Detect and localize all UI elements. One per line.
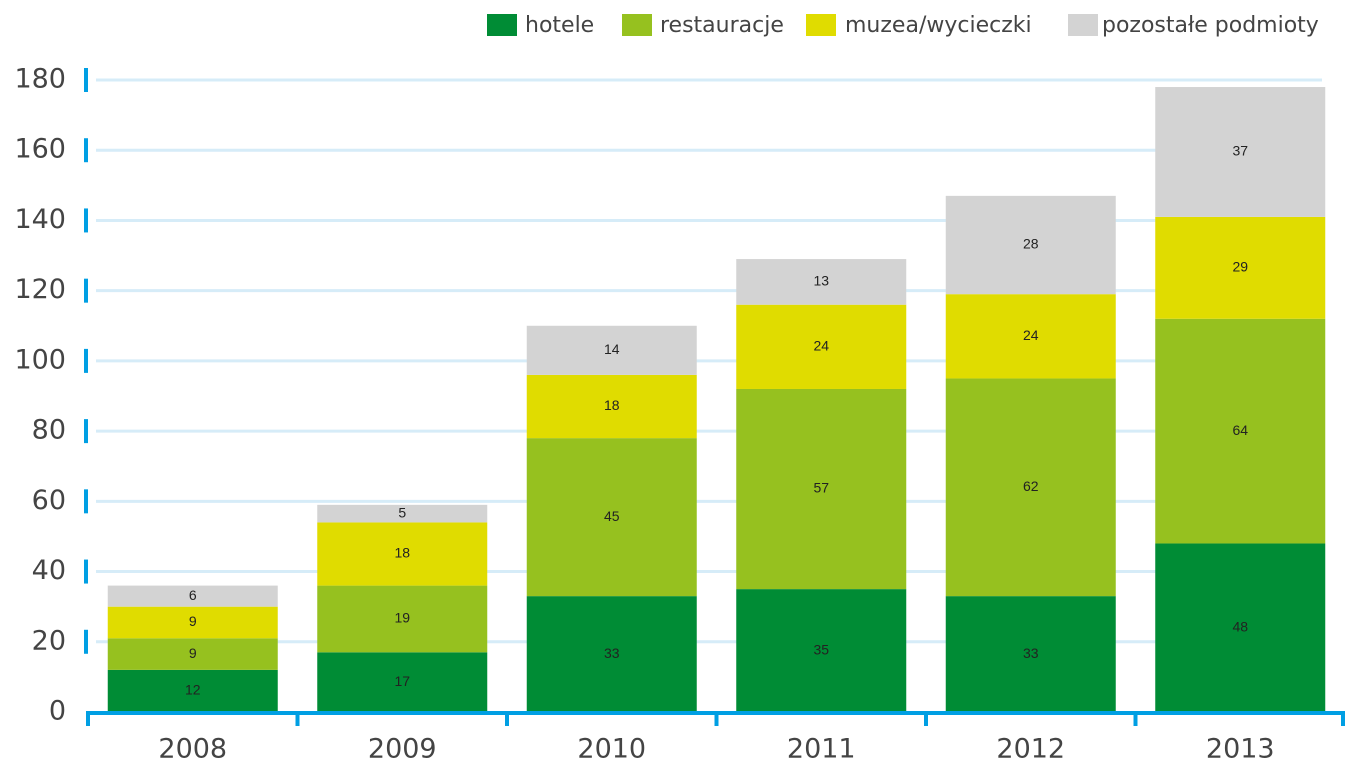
value-label: 24: [813, 338, 829, 354]
y-tick-label: 20: [32, 625, 66, 656]
bar-segment: [1155, 87, 1326, 217]
value-label: 9: [189, 613, 197, 629]
value-label: 18: [604, 397, 620, 413]
y-tick-label: 100: [14, 344, 66, 375]
value-label: 62: [1023, 478, 1039, 494]
y-tick-label: 0: [49, 696, 66, 727]
legend-swatch: [622, 14, 652, 36]
value-label: 19: [394, 610, 410, 626]
legend-label: hotele: [525, 13, 594, 38]
x-tick-label: 2013: [1206, 734, 1275, 765]
bar-segment: [945, 195, 1116, 295]
legend-label: muzea/wycieczki: [845, 13, 1032, 38]
y-tick-label: 180: [14, 64, 66, 95]
bar-segment: [107, 669, 278, 712]
legend-swatch: [1068, 14, 1098, 36]
y-tick-label: 140: [14, 204, 66, 235]
x-tick-label: 2011: [787, 734, 856, 765]
bar-segment: [107, 638, 278, 670]
value-label: 28: [1023, 236, 1039, 252]
bar-segment: [107, 585, 278, 607]
bar-segment: [317, 522, 488, 586]
x-tick-label: 2010: [577, 734, 646, 765]
y-tick-label: 80: [32, 415, 66, 446]
y-tick-label: 120: [14, 274, 66, 305]
value-label: 29: [1232, 259, 1248, 275]
value-label: 45: [604, 508, 620, 524]
value-label: 17: [394, 673, 410, 689]
x-tick-label: 2009: [368, 734, 437, 765]
bar-segment: [317, 585, 488, 653]
bar-segment: [317, 504, 488, 523]
bar-segment: [526, 596, 697, 712]
bar-segment: [317, 652, 488, 712]
value-label: 33: [604, 645, 620, 661]
bar-segment: [945, 596, 1116, 712]
legend-swatch: [806, 14, 836, 36]
bar-segment: [736, 589, 907, 712]
value-label: 18: [394, 545, 410, 561]
legend-swatch: [487, 14, 517, 36]
bar-segment: [945, 294, 1116, 379]
value-label: 57: [813, 480, 829, 496]
bar-segment: [1155, 216, 1326, 319]
x-tick-label: 2012: [996, 734, 1065, 765]
bar-segment: [736, 259, 907, 305]
value-label: 24: [1023, 327, 1039, 343]
value-label: 14: [604, 341, 620, 357]
x-tick-label: 2008: [158, 734, 227, 765]
value-label: 48: [1232, 618, 1248, 634]
y-tick-label: 60: [32, 485, 66, 516]
value-label: 33: [1023, 645, 1039, 661]
bar-segment: [526, 325, 697, 375]
bar-segment: [736, 304, 907, 389]
legend-label: restauracje: [660, 13, 784, 38]
value-label: 13: [813, 273, 829, 289]
bar-segment: [1155, 318, 1326, 544]
bar-segment: [945, 378, 1116, 597]
bar-segment: [107, 606, 278, 639]
bar-segment: [736, 388, 907, 590]
value-label: 12: [185, 682, 201, 698]
value-label: 37: [1232, 143, 1248, 159]
legend-label: pozostałe podmioty: [1102, 13, 1319, 38]
value-label: 9: [189, 645, 197, 661]
y-tick-label: 40: [32, 555, 66, 586]
y-tick-label: 160: [14, 134, 66, 165]
value-label: 5: [398, 504, 406, 520]
bar-segment: [526, 438, 697, 597]
value-label: 64: [1232, 422, 1248, 438]
bar-segment: [526, 374, 697, 439]
value-label: 35: [813, 641, 829, 657]
bar-segment: [1155, 543, 1326, 712]
value-label: 6: [189, 587, 197, 603]
